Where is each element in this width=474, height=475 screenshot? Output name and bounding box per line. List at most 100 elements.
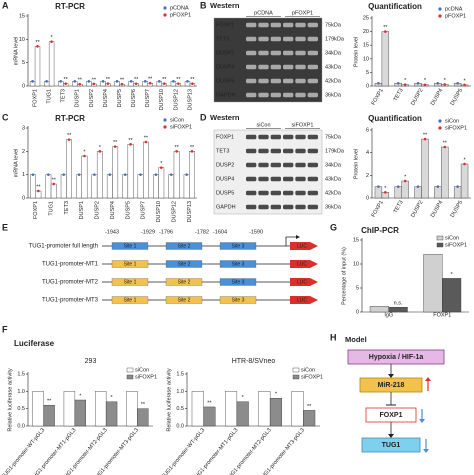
significance-label: **	[383, 25, 388, 31]
bar	[34, 46, 41, 87]
x-tick-label: DUSP10	[159, 89, 165, 110]
blot-band	[258, 36, 269, 42]
bar	[236, 401, 249, 427]
bar	[441, 146, 449, 199]
x-tick-label: DUSP2	[89, 89, 95, 107]
site-label: Site 3	[232, 279, 245, 285]
luc-arrow	[290, 260, 318, 268]
position-label: -1782	[195, 229, 209, 235]
chart-title: Quantification	[368, 114, 422, 123]
blot-band	[258, 64, 269, 70]
construct-name: TUG1-promoter-MT1	[42, 262, 99, 268]
y-axis-label: Relative luciferase activity	[7, 368, 13, 432]
legend-label: siFOXP1	[445, 242, 467, 248]
y-axis-label: Protein level	[353, 37, 359, 67]
significance-label: *	[160, 161, 163, 167]
data-dot	[143, 80, 147, 83]
blot-row-label: DUSP2	[216, 162, 234, 168]
site-box	[165, 242, 203, 250]
data-dot	[50, 40, 53, 43]
data-dot	[172, 80, 175, 83]
blot-band	[270, 92, 281, 98]
significance-label: *	[384, 186, 387, 192]
blot-band	[258, 204, 269, 210]
blot	[213, 17, 323, 103]
panel-label: C	[2, 112, 9, 122]
position-label: -1943	[105, 229, 119, 235]
y-tick-label: 2	[22, 149, 25, 155]
x-tick-label: FOXP1	[32, 89, 38, 107]
blot-band	[307, 22, 318, 28]
bar	[381, 31, 390, 87]
legend-marker	[163, 125, 167, 129]
site-label: Site 2	[178, 243, 191, 249]
y-tick-label: 10	[363, 56, 369, 62]
bar	[168, 174, 175, 199]
x-tick-label: DUSP5	[125, 201, 131, 219]
x-tick-label: TUG1	[47, 89, 53, 104]
bar	[453, 186, 462, 199]
site-label: Site 2	[178, 297, 191, 303]
bar	[137, 174, 144, 199]
legend-label: siFOXP1	[301, 374, 323, 380]
y-tick-label: 1.0	[17, 389, 25, 395]
blot-size: 43kDa	[325, 176, 342, 182]
significance-label: **	[190, 145, 195, 151]
y-tick-label: 0.0	[176, 423, 184, 429]
x-tick-label: DUSP5	[450, 88, 464, 107]
data-dot	[403, 179, 407, 183]
blot-size: 42kDa	[325, 78, 342, 84]
legend-marker	[438, 126, 442, 130]
significance-label: **	[113, 140, 118, 146]
position-label: -1796	[159, 229, 173, 235]
significance-label: *	[111, 395, 114, 401]
y-tick-label: 10	[19, 37, 25, 43]
blot-band	[295, 148, 306, 154]
data-dot	[436, 185, 440, 188]
legend-marker	[438, 14, 442, 18]
panel-label: B	[200, 0, 207, 10]
data-dot	[169, 173, 173, 176]
chart-title: HTR-8/SVneo	[232, 358, 276, 365]
blot-band	[307, 162, 318, 168]
bar	[137, 408, 149, 427]
y-tick-label: 0.5	[176, 406, 184, 412]
blot-band	[307, 134, 318, 140]
blot-band	[246, 92, 257, 98]
data-dot	[384, 191, 387, 194]
data-dot	[456, 81, 459, 85]
luc-arrow	[290, 242, 318, 250]
y-tick-label: 15	[353, 237, 359, 243]
data-dot	[45, 80, 48, 83]
significance-label: **	[307, 404, 312, 410]
blot-size: 36kDa	[325, 92, 342, 98]
blot-size: 36kDa	[325, 204, 342, 210]
bar	[60, 174, 67, 199]
blot-band	[295, 134, 306, 140]
significance-label: *	[444, 78, 447, 84]
site-box	[219, 242, 257, 250]
blot-band	[270, 204, 281, 210]
data-dot	[129, 143, 132, 146]
legend-label: siCon	[135, 367, 149, 373]
blot-band	[283, 134, 294, 140]
bar	[460, 163, 469, 199]
bar	[423, 254, 443, 313]
section-title: Luciferase	[14, 339, 55, 348]
panel-label: H	[330, 332, 337, 342]
blot-size: 43kDa	[325, 64, 342, 70]
blot-band	[283, 162, 294, 168]
x-tick-label: DUSP4	[103, 89, 109, 107]
y-tick-label: 0	[22, 83, 25, 89]
significance-label: *	[83, 149, 86, 155]
bar	[173, 151, 180, 199]
tss-arrow	[285, 236, 296, 246]
x-tick-label: DUSP6	[131, 89, 137, 107]
blot-band	[307, 190, 318, 196]
bar	[269, 398, 282, 427]
blot-band	[307, 36, 318, 42]
blot-row-label: GAPDH	[216, 92, 236, 98]
legend-label: siCon	[445, 118, 459, 124]
y-tick-label: 15	[19, 13, 25, 19]
